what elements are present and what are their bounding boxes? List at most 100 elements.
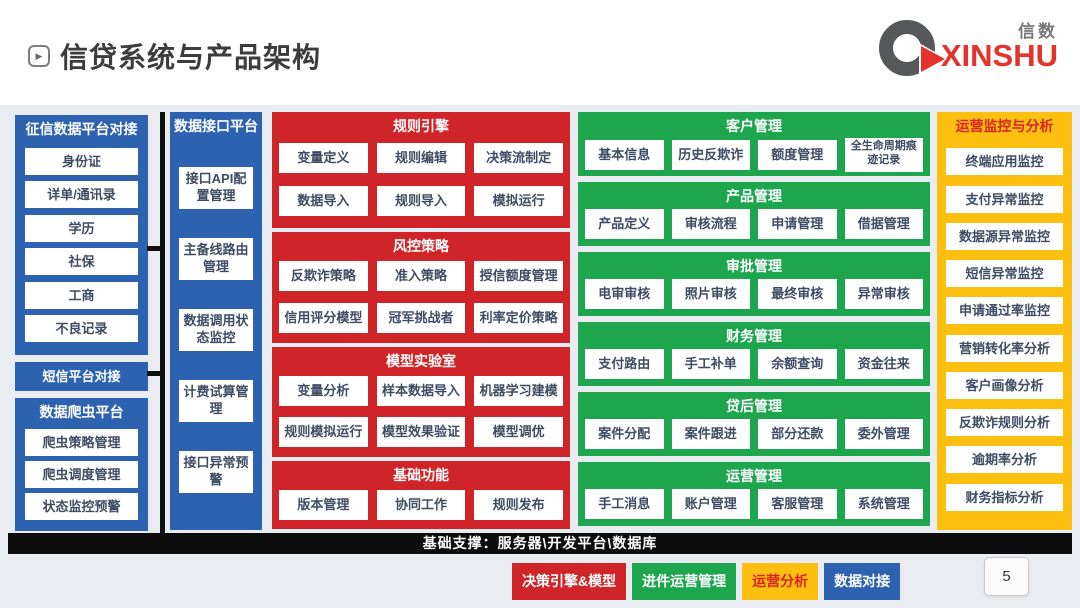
- section-items: 版本管理 协同工作 规则发布: [272, 487, 570, 529]
- legend-chip: 数据对接: [824, 563, 901, 600]
- section-panel: 客户管理基本信息 历史反欺诈 额度管理 全生命周期痕迹记录: [578, 112, 930, 176]
- section-panel: 审批管理电审审核 照片审核 最终审核 异常审核: [578, 252, 930, 316]
- section-items: 变量分析 样本数据导入 机器学习建模 规则模拟运行 模型效果验证 模型调优: [272, 373, 570, 457]
- data-interface-item: 计费试算管理: [179, 380, 253, 422]
- legend-chip: 进件运营管理: [632, 563, 737, 600]
- architecture-diagram: 征信数据平台对接 身份证 详单/通讯录 学历 社保 工商 不良记录 短信平台对接 数据爬虫…: [0, 105, 1080, 608]
- section-item: 数据导入: [279, 186, 368, 217]
- data-interface-items: 接口API配置管理 主备线路由管理 数据调用状态监控 计费试算管理 接口异常预警: [170, 138, 262, 530]
- section-item: 申请管理: [758, 208, 837, 239]
- section-item: 案件跟进: [671, 418, 750, 449]
- section-items: 案件分配 案件跟进 部分还款 委外管理: [578, 418, 930, 456]
- monitoring-analysis-panel: 运营监控与分析 终端应用监控 支付异常监控 数据源异常监控 短信异常监控 申请通过率监控…: [937, 112, 1072, 530]
- crawler-platform-panel: 数据爬虫平台 爬虫策略管理 爬虫调度管理 状态监控预警: [15, 398, 148, 531]
- section-item: 变量分析: [279, 375, 368, 406]
- data-interface-item: 主备线路由管理: [179, 238, 253, 280]
- monitoring-item: 逾期率分析: [946, 446, 1063, 474]
- section-item: 最终审核: [758, 278, 837, 309]
- section-item: 额度管理: [758, 140, 837, 170]
- section-item: 支付路由: [585, 348, 664, 379]
- section-items: 产品定义 审核流程 申请管理 借据管理: [578, 208, 930, 246]
- section-item: 机器学习建模: [474, 375, 563, 406]
- operation-management-column: 客户管理基本信息 历史反欺诈 额度管理 全生命周期痕迹记录产品管理产品定义 审核流程 申请…: [578, 112, 930, 526]
- logo-en-label: XINSHU: [940, 38, 1058, 74]
- credit-data-item: 学历: [25, 214, 138, 242]
- section-panel: 规则引擎 变量定义 规则编辑 决策流制定 数据导入 规则导入 模拟运行: [272, 112, 570, 228]
- credit-data-item: 社保: [25, 248, 138, 276]
- section-panel: 基础功能 版本管理 协同工作 规则发布: [272, 461, 570, 529]
- section-item: 冠军挑战者: [376, 303, 466, 333]
- monitoring-item: 支付异常监控: [946, 185, 1063, 213]
- data-interface-item: 接口异常预警: [179, 450, 253, 493]
- monitoring-item: 申请通过率监控: [946, 297, 1063, 325]
- section-item: 模型效果验证: [376, 417, 466, 448]
- foundation-support-bar: 基础支撑：服务器\开发平台\数据库: [8, 533, 1072, 554]
- section-item: 借据管理: [844, 208, 923, 239]
- section-title: 征信数据平台对接: [25, 121, 138, 137]
- crawler-items: 爬虫策略管理 爬虫调度管理 状态监控预警: [15, 424, 148, 531]
- section-items: 电审审核 照片审核 最终审核 异常审核: [578, 278, 930, 316]
- sms-platform-bar: 短信平台对接: [15, 362, 148, 391]
- section-item: 模拟运行: [474, 186, 563, 217]
- xinshu-logo: 信数 XINSHU: [878, 20, 1058, 76]
- monitoring-item: 财务指标分析: [946, 483, 1063, 511]
- crawler-item: 爬虫调度管理: [25, 461, 138, 488]
- section-items: 手工消息 账户管理 客服管理 系统管理: [578, 488, 930, 526]
- page-title: 信贷系统与产品架构: [60, 43, 322, 74]
- section-title: 客户管理: [726, 118, 782, 134]
- section-item: 委外管理: [844, 418, 923, 449]
- section-title: 运营管理: [726, 468, 782, 484]
- section-item: 案件分配: [585, 418, 664, 449]
- data-interface-item: 数据调用状态监控: [179, 309, 253, 351]
- credit-data-platform-panel: 征信数据平台对接 身份证 详单/通讯录 学历 社保 工商 不良记录: [15, 115, 148, 355]
- play-badge-icon: ▶: [28, 45, 50, 67]
- section-item: 基本信息: [585, 140, 664, 170]
- section-items: 变量定义 规则编辑 决策流制定 数据导入 规则导入 模拟运行: [272, 138, 570, 228]
- section-item: 授信额度管理: [474, 261, 563, 291]
- monitoring-item: 反欺诈规则分析: [946, 409, 1063, 437]
- legend-chip: 运营分析: [742, 563, 819, 600]
- credit-data-items: 身份证 详单/通讯录 学历 社保 工商 不良记录: [15, 141, 148, 355]
- section-panel: 财务管理支付路由 手工补单 余额查询 资金往来: [578, 322, 930, 386]
- decision-engine-column: 规则引擎 变量定义 规则编辑 决策流制定 数据导入 规则导入 模拟运行风控策略反欺诈策略 准入…: [272, 112, 570, 529]
- section-items: 基本信息 历史反欺诈 额度管理 全生命周期痕迹记录: [578, 138, 930, 179]
- crawler-item: 状态监控预警: [25, 493, 138, 520]
- section-item: 审核流程: [671, 208, 750, 239]
- section-item: 信用评分模型: [279, 303, 368, 333]
- section-title: 数据接口平台: [174, 118, 258, 134]
- section-item: 手工补单: [671, 348, 750, 379]
- section-panel: 模型实验室变量分析 样本数据导入 机器学习建模 规则模拟运行 模型效果验证 模型调优: [272, 347, 570, 457]
- section-item: 部分还款: [758, 418, 837, 449]
- section-title: 数据爬虫平台: [39, 404, 124, 420]
- section-item: 协同工作: [376, 489, 466, 520]
- section-item: 异常审核: [844, 278, 923, 309]
- section-item: 客服管理: [758, 488, 837, 519]
- color-legend: 决策引擎&模型 进件运营管理 运营分析 数据对接: [512, 563, 901, 600]
- section-item: 模型调优: [474, 417, 563, 448]
- section-item: 规则编辑: [376, 142, 466, 173]
- section-title: 审批管理: [726, 258, 782, 274]
- section-title: 风控策略: [393, 238, 449, 254]
- credit-data-item: 工商: [25, 281, 138, 309]
- section-item: 反欺诈策略: [279, 261, 368, 291]
- section-panel: 风控策略反欺诈策略 准入策略 授信额度管理信用评分模型 冠军挑战者 利率定价策略: [272, 232, 570, 343]
- monitoring-item: 客户画像分析: [946, 371, 1063, 399]
- section-item: 规则发布: [474, 489, 563, 520]
- section-item: 规则导入: [376, 186, 466, 217]
- data-interface-item: 接口API配置管理: [179, 167, 253, 209]
- monitoring-items: 终端应用监控 支付异常监控 数据源异常监控 短信异常监控 申请通过率监控 营销转化率分析客…: [937, 138, 1072, 530]
- connector-vertical-line: [160, 112, 165, 553]
- section-title: 贷后管理: [726, 398, 782, 414]
- slide-header: ▶ 信贷系统与产品架构 信数 XINSHU: [0, 0, 1080, 105]
- section-item: 资金往来: [844, 348, 923, 379]
- section-title: 产品管理: [726, 188, 782, 204]
- section-title: 模型实验室: [386, 353, 456, 369]
- section-item: 利率定价策略: [474, 303, 563, 333]
- section-title: 运营监控与分析: [955, 118, 1054, 134]
- section-title: 财务管理: [726, 328, 782, 344]
- monitoring-item: 终端应用监控: [946, 148, 1063, 176]
- data-interface-platform-panel: 数据接口平台 接口API配置管理 主备线路由管理 数据调用状态监控 计费试算管理 接口异…: [170, 112, 262, 530]
- section-item: 准入策略: [376, 261, 466, 291]
- connector-stub-credit: [147, 246, 162, 251]
- section-item: 余额查询: [758, 348, 837, 379]
